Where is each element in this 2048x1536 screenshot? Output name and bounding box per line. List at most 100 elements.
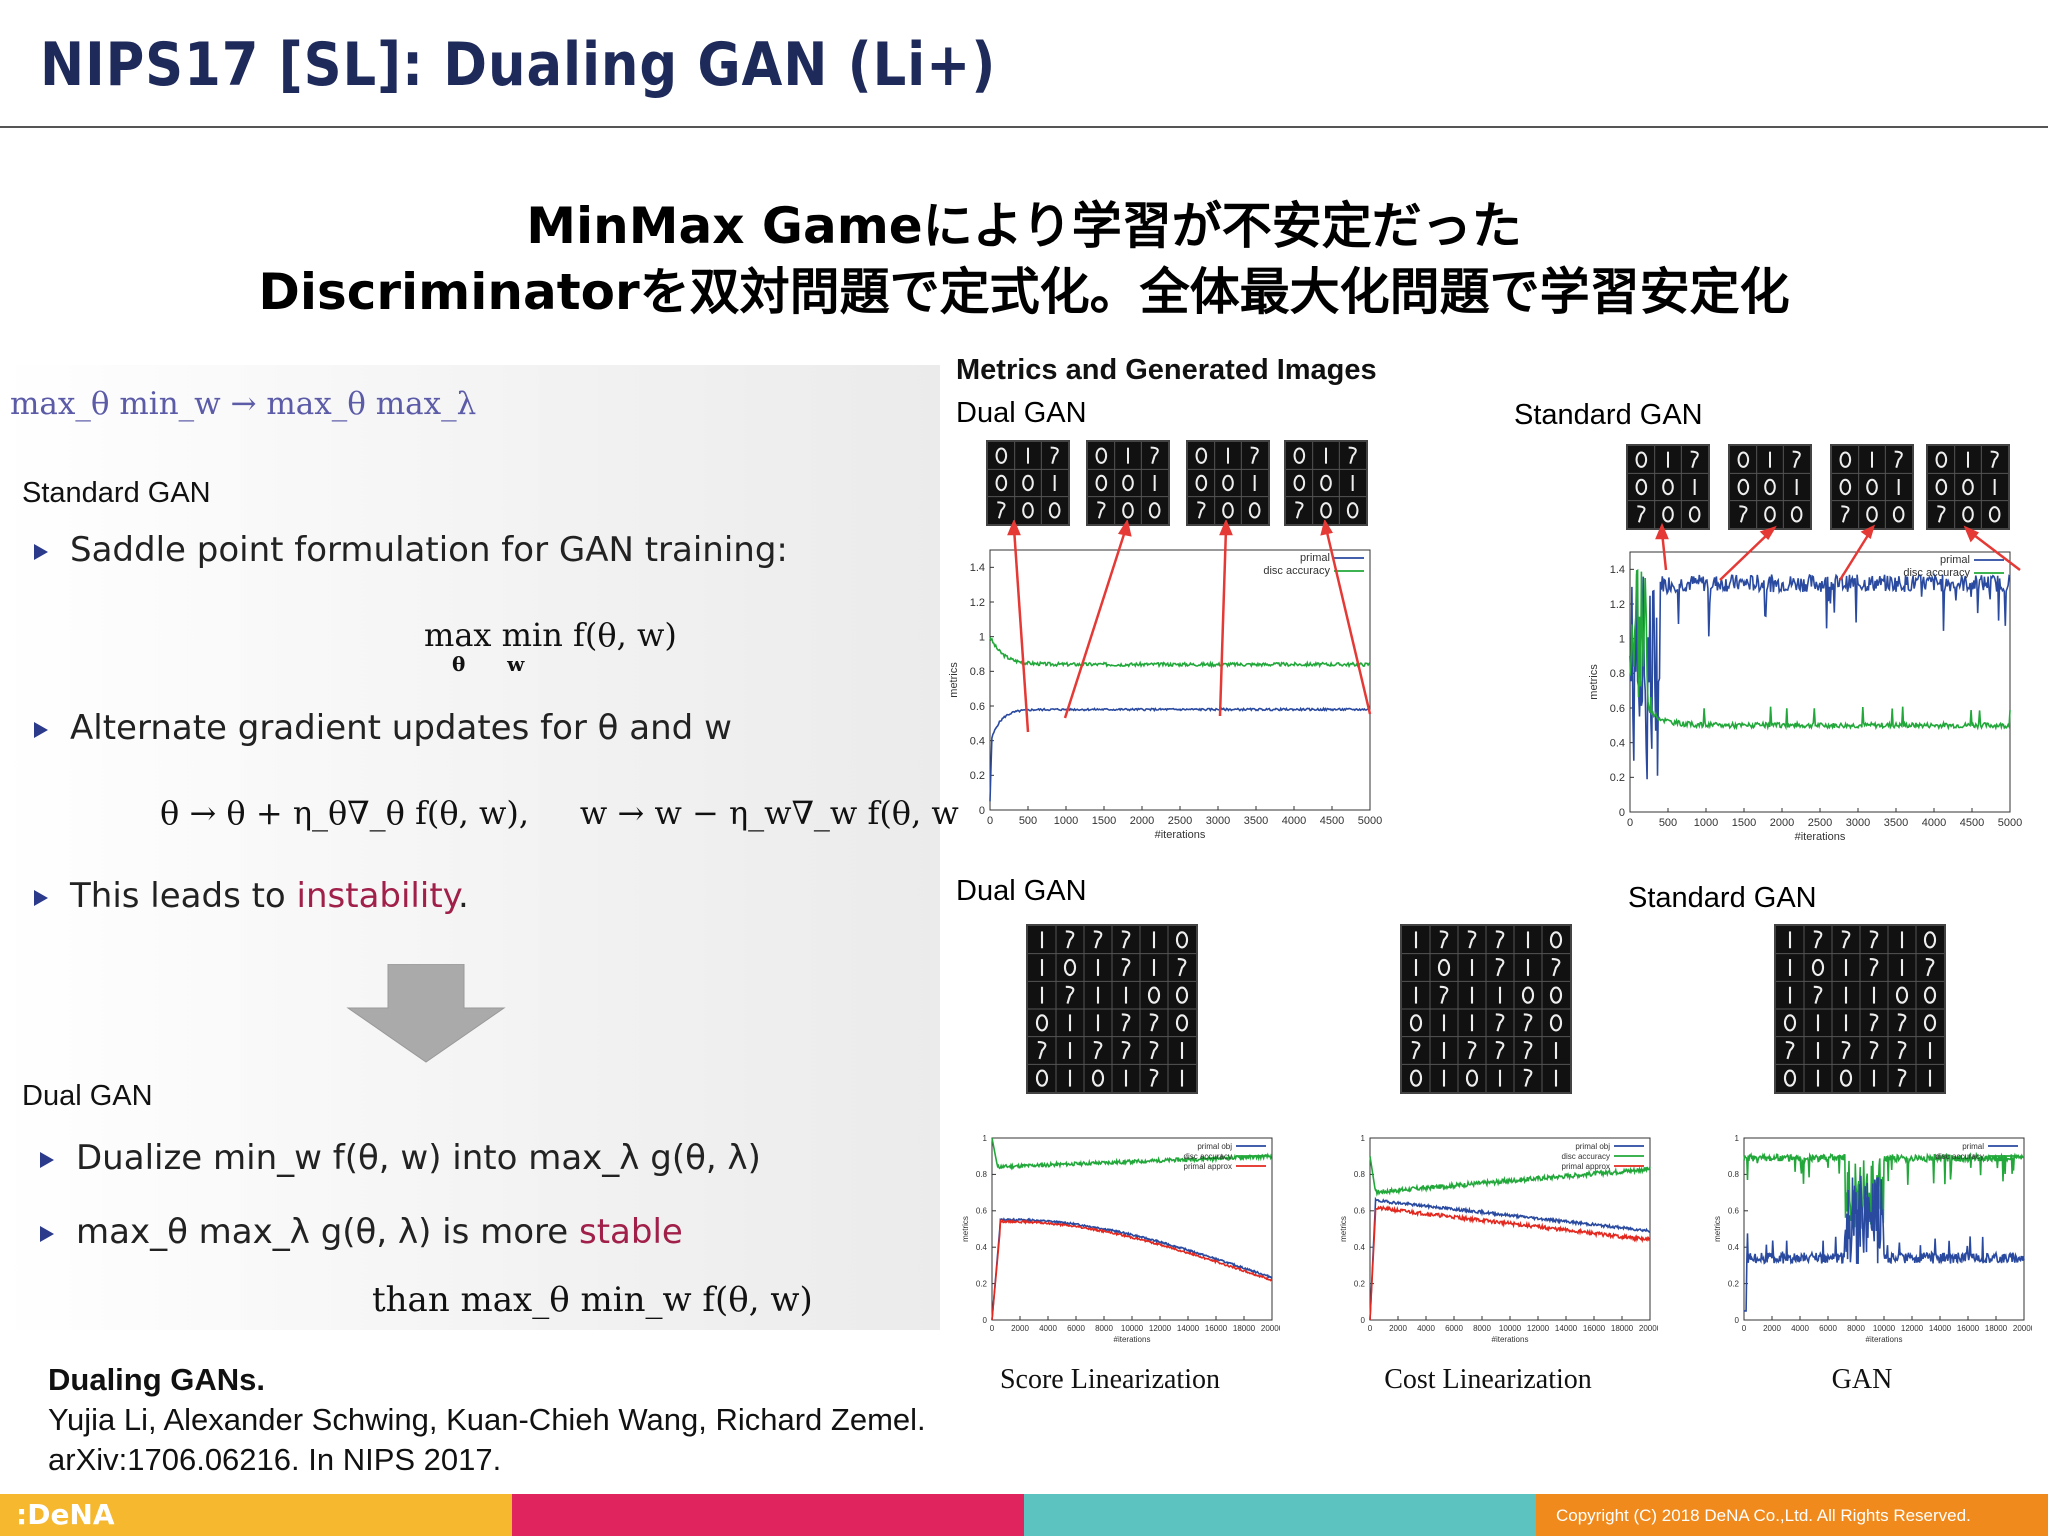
cost-linearization-plot: 0 2000 4000 6000 8000 10000 12000 14000 16000 180… [1339, 1134, 1658, 1344]
digit-stroke [1495, 930, 1505, 949]
digit-stroke [1739, 505, 1748, 523]
standard-gan-top-label: Standard GAN [1514, 399, 1703, 431]
y-tick-label: 0.6 [976, 1207, 988, 1216]
y-tick-label: 1.4 [970, 562, 985, 574]
gan-sample-grid [1774, 924, 1946, 1094]
digit-stroke [1523, 1068, 1533, 1087]
y-tick-label: 1.2 [970, 597, 985, 609]
y-tick-label: 0.8 [970, 666, 985, 678]
digit-stroke [1866, 478, 1878, 496]
digit-stroke [1897, 1013, 1907, 1032]
x-tick-label: 6000 [1819, 1324, 1837, 1333]
y-tick-label: 0.6 [1610, 703, 1625, 715]
x-tick-label: 16000 [1957, 1324, 1980, 1333]
y-tick-label: 0.8 [976, 1170, 988, 1179]
x-tick-label: 0 [1368, 1324, 1373, 1333]
formula-maxmin-subscripts: θ w [452, 652, 525, 676]
bullet-marker-icon [34, 889, 48, 906]
legend-label: primal [1940, 554, 1970, 566]
digit-stroke [1065, 930, 1075, 949]
dena-logo: :DeNA [16, 1498, 115, 1531]
digit-stroke [1923, 1014, 1937, 1032]
legend-label: disc accuracy [1936, 1152, 1984, 1161]
score-linearization-sample-grid [1026, 924, 1198, 1094]
x-tick-label: 2000 [1130, 815, 1154, 827]
digit-stroke [1095, 474, 1108, 492]
digit-stroke [1962, 478, 1974, 496]
x-tick-label: 0 [990, 1324, 995, 1333]
digit-stroke [1467, 1041, 1477, 1060]
x-axis-label: #iterations [1155, 829, 1206, 841]
footer-segment [512, 1494, 1024, 1536]
digit-stroke [1150, 446, 1159, 464]
y-axis-label: metrics [961, 1216, 970, 1242]
dual-gan-sample-grid [986, 440, 1070, 526]
digit-stroke [1990, 450, 1999, 468]
digit-stroke [1923, 986, 1937, 1004]
plot-frame [991, 1137, 1273, 1321]
digit-stroke [1869, 1013, 1879, 1032]
digit-stroke [1495, 1013, 1505, 1032]
digit-stroke [1065, 985, 1075, 1004]
digit-stroke [1988, 506, 2001, 523]
x-tick-label: 0 [1627, 817, 1633, 829]
plot-frame [1629, 551, 2011, 813]
digit-stroke [1869, 930, 1879, 949]
bullet-marker-icon [34, 721, 48, 738]
y-tick-label: 1 [983, 1134, 988, 1143]
digit-stroke [1293, 474, 1306, 492]
digit-stroke [1869, 958, 1879, 977]
x-tick-label: 16000 [1205, 1324, 1228, 1333]
digit-stroke [1093, 1041, 1103, 1060]
bullet-marker-icon [34, 543, 48, 560]
digit-stroke [1790, 506, 1803, 523]
digit-stroke [1195, 447, 1208, 464]
footer-segment [1024, 1494, 1536, 1536]
digit-stroke [1935, 478, 1948, 496]
digit-stroke [1894, 450, 1903, 468]
x-tick-label: 4000 [1417, 1324, 1435, 1333]
digit-stroke [1523, 1013, 1533, 1032]
y-tick-label: 0.4 [1728, 1243, 1740, 1252]
legend-label: disc accuracy [1184, 1152, 1232, 1161]
copyright-text: Copyright (C) 2018 DeNA Co.,Ltd. All Rig… [1556, 1506, 1971, 1525]
digit-stroke [1147, 986, 1161, 1004]
x-tick-label: 14000 [1929, 1324, 1952, 1333]
formula-gradient-updates: θ → θ + η_θ∇_θ f(θ, w), w → w − η_w∇_w f… [160, 794, 959, 832]
y-tick-label: 0.2 [1610, 772, 1625, 784]
gan-plot: 0 2000 4000 6000 8000 10000 12000 14000 16000 180… [1713, 1134, 2032, 1344]
digit-stroke [1437, 958, 1451, 977]
digit-stroke [1248, 502, 1261, 519]
disc-accuracy-line [989, 636, 1371, 669]
x-tick-label: 5000 [1358, 815, 1382, 827]
digit-stroke [1122, 502, 1134, 519]
y-tick-label: 0 [1735, 1316, 1740, 1325]
digit-stroke [1764, 506, 1776, 523]
y-tick-label: 0.6 [970, 701, 985, 713]
y-tick-label: 0 [1619, 807, 1625, 819]
x-tick-label: 10000 [1121, 1324, 1144, 1333]
y-tick-label: 1 [979, 632, 985, 644]
x-tick-label: 4000 [1039, 1324, 1057, 1333]
digit-stroke [1035, 1014, 1049, 1032]
x-tick-label: 6000 [1067, 1324, 1085, 1333]
x-tick-label: 8000 [1847, 1324, 1865, 1333]
digit-stroke [1346, 502, 1359, 519]
digit-stroke [1521, 986, 1535, 1004]
bullet-saddle-point: Saddle point formulation for GAN trainin… [34, 530, 788, 570]
x-tick-label: 2000 [1389, 1324, 1407, 1333]
digit-stroke [1222, 502, 1234, 519]
digit-stroke [1549, 931, 1563, 949]
digit-stroke [1048, 502, 1061, 519]
formula-maxmin: max min f(θ, w) [424, 616, 677, 654]
sample-to-curve-arrows [1655, 522, 2021, 581]
x-tick-label: 3000 [1206, 815, 1230, 827]
y-tick-label: 0.6 [1728, 1207, 1740, 1216]
x-tick-label: 4500 [1320, 815, 1344, 827]
primal-approx-line [1369, 1205, 1651, 1321]
digit-stroke [1866, 506, 1878, 523]
dual-gan-top-label: Dual GAN [956, 397, 1087, 429]
x-tick-label: 2000 [1763, 1324, 1781, 1333]
y-tick-label: 0 [1361, 1316, 1366, 1325]
